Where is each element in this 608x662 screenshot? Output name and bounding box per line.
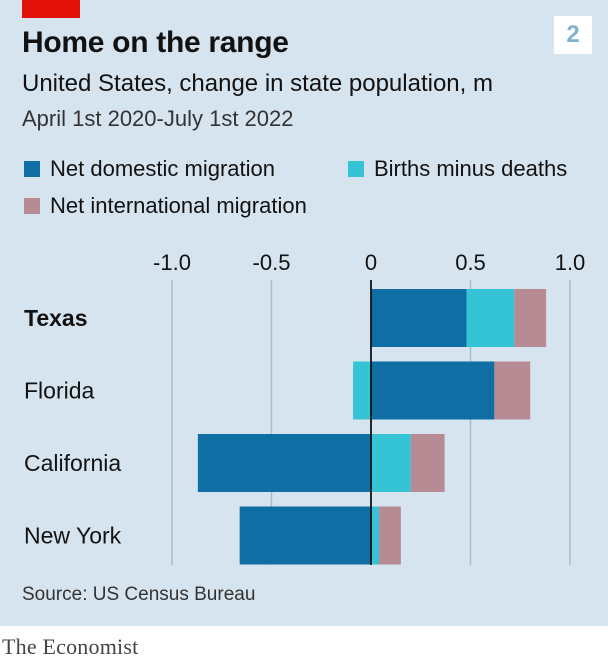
legend-label-international: Net international migration (50, 193, 307, 218)
bar-segment (378, 506, 401, 565)
x-tick-label: 0 (365, 250, 377, 275)
category-label: Florida (24, 378, 95, 404)
legend-item-births: Births minus deaths (348, 156, 567, 182)
bar-segment (239, 506, 371, 565)
bar-segment (466, 289, 515, 347)
bar-segment (371, 506, 379, 565)
x-tick-label: 1.0 (555, 250, 586, 275)
bar-segment (514, 289, 547, 347)
legend-swatch-domestic (24, 161, 40, 177)
legend-label-domestic: Net domestic migration (50, 156, 275, 181)
bar-segment (494, 361, 531, 420)
source-note: Source: US Census Bureau (22, 584, 256, 605)
chart-number-badge: 2 (554, 16, 592, 54)
chart-title: Home on the range (22, 26, 289, 59)
bar-segment (410, 434, 445, 492)
legend-swatch-births (348, 161, 364, 177)
brand-tag (22, 0, 80, 18)
legend-item-domestic: Net domestic migration (24, 156, 275, 182)
legend-label-births: Births minus deaths (374, 156, 568, 181)
chart-subtitle: United States, change in state populatio… (22, 70, 493, 97)
x-tick-label: 0.5 (455, 250, 486, 275)
bar-segment (371, 434, 411, 492)
category-label: New York (24, 523, 122, 549)
x-tick-label: -0.5 (253, 250, 291, 275)
category-label: Texas (24, 305, 88, 331)
bar-segment (371, 289, 467, 347)
bar-segment (197, 434, 371, 492)
bar-segment (353, 361, 371, 420)
legend-swatch-international (24, 198, 40, 214)
bar-segment (371, 361, 495, 420)
x-tick-label: -1.0 (153, 250, 191, 275)
legend-item-international: Net international migration (24, 193, 307, 219)
chart-period: April 1st 2020-July 1st 2022 (22, 106, 294, 131)
publisher-logo: The Economist (2, 634, 139, 659)
bar-chart: -1.0 -0.5 0 0.5 1.0 Texas Florida California New… (24, 250, 586, 565)
category-label: California (24, 450, 121, 476)
